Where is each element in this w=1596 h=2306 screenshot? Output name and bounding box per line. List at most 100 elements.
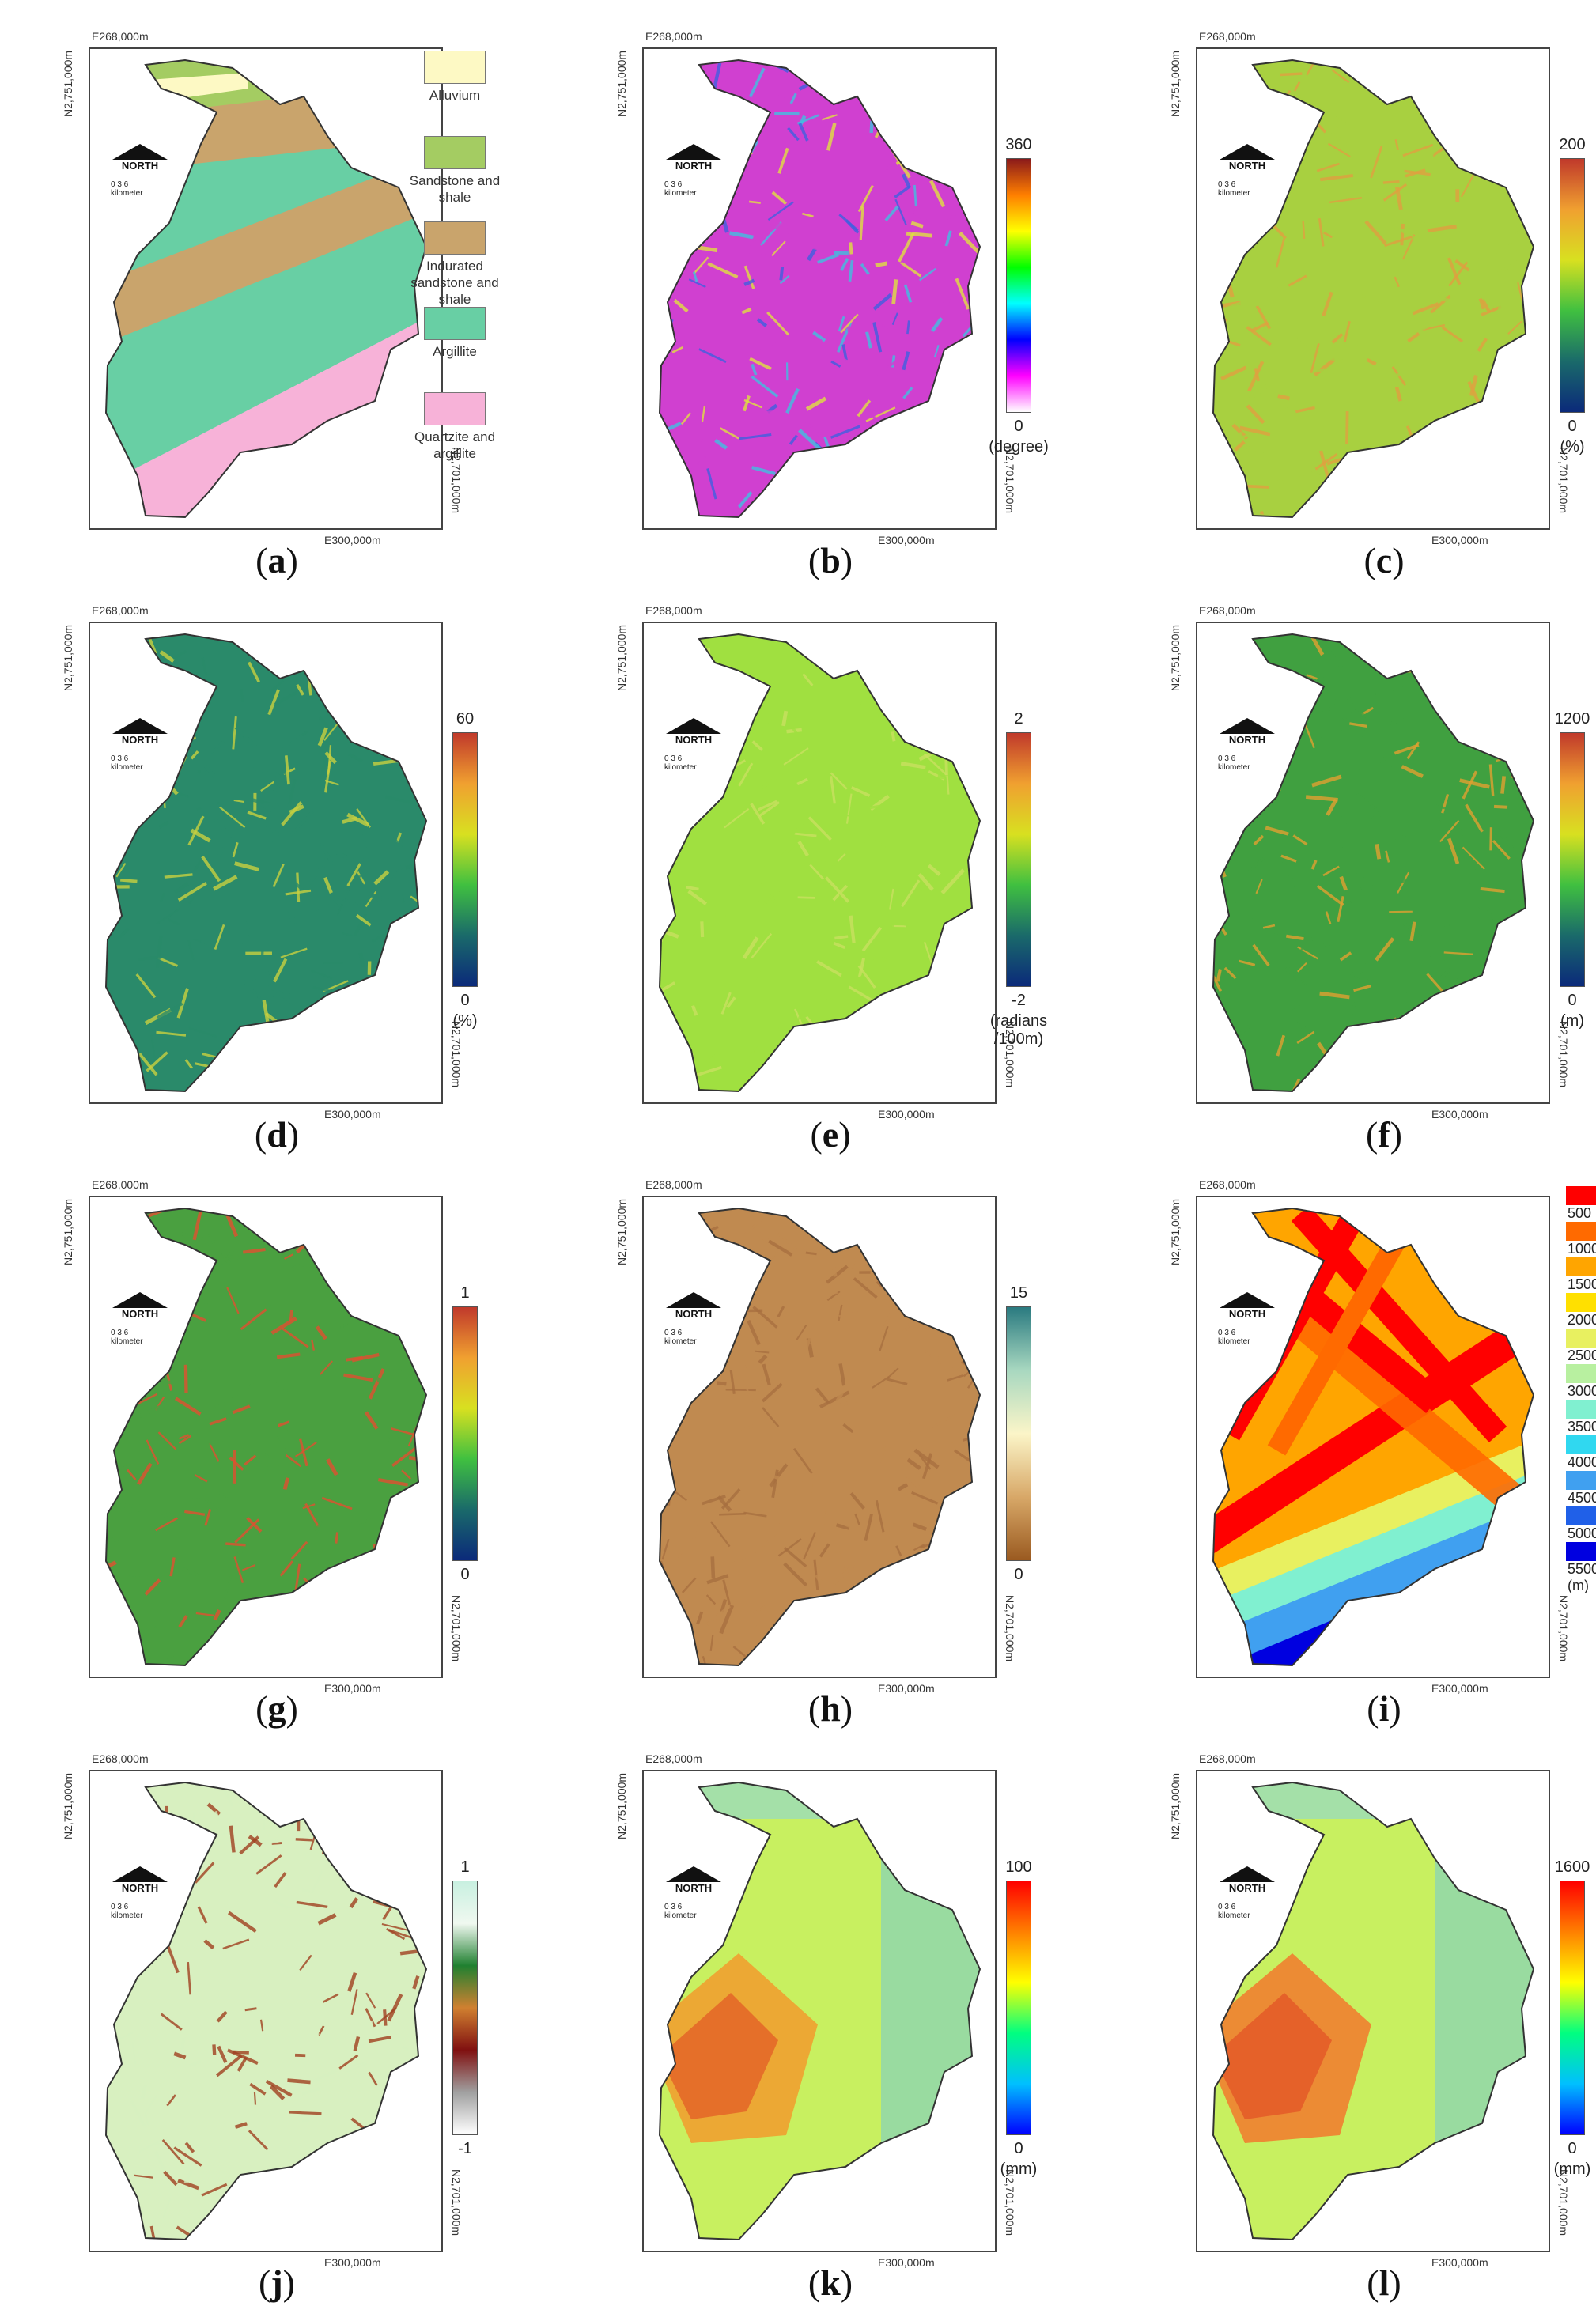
class-label: 4500 <box>1568 1490 1596 1506</box>
coord-top: E268,000m <box>1199 1178 1256 1191</box>
class-swatch <box>1566 1364 1596 1383</box>
watershed-map <box>1197 49 1549 528</box>
coord-right: N2,701,000m <box>1004 1595 1016 1661</box>
coord-top: E268,000m <box>645 30 702 43</box>
class-label: 5000 <box>1568 1525 1596 1542</box>
legend-label: Sandstone and shale <box>395 172 514 206</box>
coord-left: N2,751,000m <box>62 51 74 117</box>
class-label: 1000 <box>1568 1241 1596 1257</box>
color-bar-unit: (%) <box>427 1012 503 1030</box>
legend-swatch <box>424 136 486 169</box>
coord-top: E268,000m <box>92 1752 149 1765</box>
color-bar-max: 1200 <box>1541 710 1596 728</box>
color-bar-max: 15 <box>987 1284 1050 1302</box>
panel-letter: (b) <box>585 539 1076 581</box>
panel-letter: (c) <box>1139 539 1596 581</box>
scale-unit: kilometer <box>1218 763 1250 772</box>
watershed-map <box>1197 1197 1549 1677</box>
color-bar-min: 0 <box>1541 418 1596 436</box>
scale-unit: kilometer <box>111 1337 143 1346</box>
color-bar-max: 360 <box>987 136 1050 154</box>
coord-right: N2,701,000m <box>1557 2169 1570 2236</box>
scale-unit: kilometer <box>111 763 143 772</box>
north-label: NORTH <box>104 734 176 746</box>
coord-left: N2,751,000m <box>615 1773 628 1839</box>
scale-unit: kilometer <box>1218 1911 1250 1920</box>
legend-swatch <box>424 51 486 84</box>
north-label: NORTH <box>1212 160 1283 172</box>
color-bar-max: 100 <box>987 1858 1050 1877</box>
coord-top: E268,000m <box>645 1178 702 1191</box>
panel-letter-text: a <box>268 540 286 580</box>
color-bar-min: -2 <box>987 992 1050 1010</box>
color-bar-unit: (radians /100m) <box>981 1012 1057 1049</box>
coord-top: E268,000m <box>645 604 702 617</box>
panel-letter-text: h <box>820 1688 841 1729</box>
color-bar-min: 0 <box>433 1566 497 1584</box>
scale-unit: kilometer <box>1218 1337 1250 1346</box>
color-bar-max: 2 <box>987 710 1050 728</box>
legend-swatch <box>424 307 486 340</box>
class-swatch <box>1566 1471 1596 1490</box>
panel-letter: (f) <box>1139 1113 1596 1155</box>
coord-right: N2,701,000m <box>450 1595 463 1661</box>
panel-letter: (a) <box>32 539 522 581</box>
watershed-map <box>90 1771 441 2251</box>
coord-right: N2,701,000m <box>450 1021 463 1087</box>
class-swatch <box>1566 1222 1596 1241</box>
scale-unit: kilometer <box>111 1911 143 1920</box>
color-bar-min: 0 <box>433 992 497 1010</box>
north-label: NORTH <box>1212 1882 1283 1894</box>
panel-letter-text: b <box>820 540 841 580</box>
color-bar <box>1006 732 1031 987</box>
scale-unit: kilometer <box>664 1337 697 1346</box>
coord-right: N2,701,000m <box>450 2169 463 2236</box>
color-bar-unit: (mm) <box>981 2160 1057 2179</box>
class-label: 5500 <box>1568 1561 1596 1578</box>
watershed-map <box>90 623 441 1102</box>
legend-swatch <box>424 392 486 425</box>
class-swatch <box>1566 1257 1596 1276</box>
panel-letter: (h) <box>585 1688 1076 1730</box>
coord-top: E268,000m <box>1199 604 1256 617</box>
coord-left: N2,751,000m <box>615 51 628 117</box>
class-label: 4000 <box>1568 1454 1596 1471</box>
legend-item: Indurated sandstone and shale <box>395 221 514 308</box>
class-label: 3000 <box>1568 1383 1596 1400</box>
scale-unit: kilometer <box>664 189 697 198</box>
color-bar-unit: (m) <box>1534 1012 1596 1030</box>
coord-left: N2,751,000m <box>62 1773 74 1839</box>
legend-item: Sandstone and shale <box>395 136 514 206</box>
color-bar-max: 1600 <box>1541 1858 1596 1877</box>
color-bar <box>1006 1306 1031 1561</box>
class-swatch <box>1566 1186 1596 1205</box>
north-label: NORTH <box>1212 1308 1283 1320</box>
legend-label: Argillite <box>395 343 514 360</box>
panel-letter-text: k <box>820 2263 841 2303</box>
panel-letter: (d) <box>32 1113 522 1155</box>
north-label: NORTH <box>658 160 729 172</box>
north-label: NORTH <box>658 1308 729 1320</box>
